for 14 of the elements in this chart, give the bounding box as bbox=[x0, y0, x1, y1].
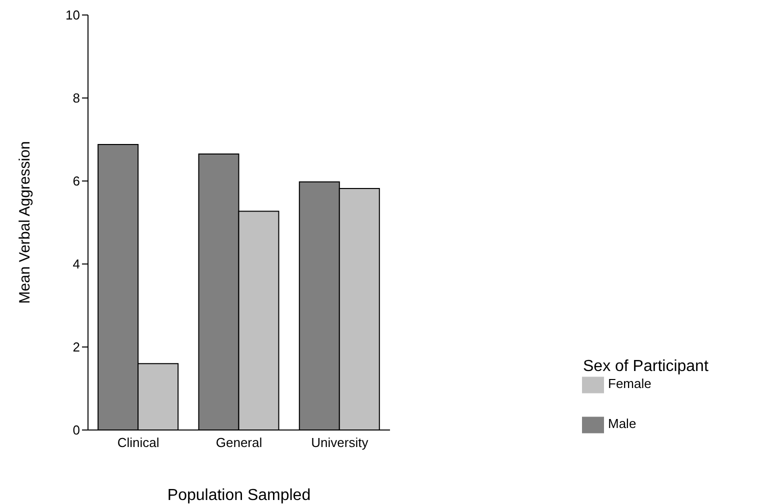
x-axis-title: Population Sampled bbox=[167, 487, 311, 504]
legend-label: Male bbox=[608, 416, 636, 431]
x-tick-label: University bbox=[311, 435, 369, 450]
y-axis-title: Mean Verbal Aggression bbox=[16, 141, 34, 304]
y-tick-label: 8 bbox=[72, 90, 80, 106]
legend-title: Sex of Participant bbox=[583, 358, 708, 376]
y-tick-label: 4 bbox=[72, 256, 80, 272]
y-tick-label: 0 bbox=[72, 422, 80, 438]
x-tick-label: General bbox=[216, 435, 262, 450]
y-tick-label: 10 bbox=[66, 8, 80, 23]
y-tick-label: 2 bbox=[72, 340, 80, 355]
legend-label: Female bbox=[608, 376, 652, 391]
y-tick-label: 6 bbox=[72, 174, 80, 189]
x-tick-label: Clinical bbox=[117, 435, 160, 450]
